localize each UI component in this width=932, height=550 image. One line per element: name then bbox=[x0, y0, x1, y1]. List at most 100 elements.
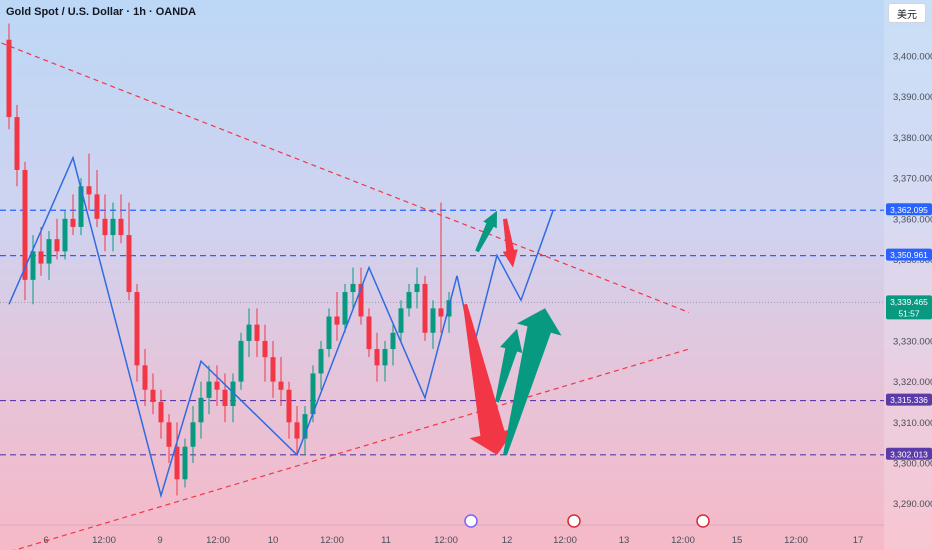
trendline[interactable] bbox=[0, 348, 690, 550]
us-flag-icon[interactable] bbox=[567, 514, 581, 528]
candle-body bbox=[118, 218, 124, 236]
price-label: 3,315.336 bbox=[890, 395, 928, 405]
candle-body bbox=[222, 389, 228, 407]
candle-body bbox=[54, 239, 60, 252]
price-label-box bbox=[886, 248, 932, 261]
candle-body bbox=[262, 340, 268, 358]
arrow-down-marker[interactable] bbox=[463, 303, 516, 455]
candle-body bbox=[30, 251, 36, 280]
candle-body bbox=[286, 389, 292, 423]
candle-body bbox=[278, 381, 284, 390]
x-tick-label: 12:00 bbox=[92, 535, 116, 546]
candle-body bbox=[6, 39, 12, 118]
chart-title: Gold Spot / U.S. Dollar · 1h · OANDA bbox=[6, 6, 197, 18]
candle-body bbox=[142, 365, 148, 390]
arrow-up-marker[interactable] bbox=[495, 328, 523, 403]
candle-body bbox=[254, 324, 260, 341]
x-tick-label: 12:00 bbox=[434, 535, 458, 546]
candle-body bbox=[430, 308, 436, 333]
price-label-box bbox=[886, 393, 932, 406]
candle-body bbox=[206, 381, 212, 398]
y-tick-label: 3,400.000 bbox=[893, 52, 932, 63]
candle-body bbox=[174, 446, 180, 480]
candle-body bbox=[350, 283, 356, 293]
x-tick-label: 17 bbox=[853, 535, 864, 546]
price-label: 3,339.465 bbox=[890, 297, 928, 307]
y-tick-label: 3,360.000 bbox=[893, 214, 932, 225]
y-tick-label: 3,370.000 bbox=[893, 174, 932, 185]
candle-body bbox=[406, 292, 412, 309]
x-tick-label: 12:00 bbox=[553, 535, 577, 546]
x-tick-label: 15 bbox=[732, 535, 743, 546]
price-label-box bbox=[886, 295, 932, 320]
candle-body bbox=[310, 373, 316, 415]
candle-body bbox=[110, 218, 116, 236]
trendline[interactable] bbox=[0, 40, 690, 313]
candle-body bbox=[134, 292, 140, 366]
candle-body bbox=[238, 340, 244, 382]
countdown-label: 51:57 bbox=[898, 308, 920, 318]
candle-body bbox=[294, 422, 300, 439]
candle-body bbox=[342, 292, 348, 325]
candle-body bbox=[158, 401, 164, 423]
candle-body bbox=[334, 316, 340, 325]
y-tick-label: 3,380.000 bbox=[893, 133, 932, 144]
y-tick-label: 3,330.000 bbox=[893, 336, 932, 347]
price-label: 3,350.961 bbox=[890, 250, 928, 260]
us-flag-icon[interactable] bbox=[696, 514, 710, 528]
arrow-up-marker[interactable] bbox=[475, 210, 497, 253]
y-tick-label: 3,320.000 bbox=[893, 377, 932, 388]
candle-body bbox=[318, 349, 324, 374]
x-tick-label: 12 bbox=[502, 535, 513, 546]
candle-body bbox=[198, 397, 204, 423]
currency-button[interactable]: 美元 bbox=[888, 3, 926, 23]
x-tick-label: 12:00 bbox=[320, 535, 344, 546]
candle-body bbox=[374, 349, 380, 366]
candle-body bbox=[86, 186, 92, 195]
candle-body bbox=[302, 414, 308, 439]
x-tick-label: 9 bbox=[157, 535, 162, 546]
candle-body bbox=[102, 218, 108, 236]
x-tick-label: 12:00 bbox=[206, 535, 230, 546]
lightning-icon[interactable] bbox=[464, 514, 478, 528]
y-tick-label: 3,310.000 bbox=[893, 418, 932, 429]
candle-body bbox=[398, 308, 404, 333]
x-tick-label: 12:00 bbox=[671, 535, 695, 546]
candle-body bbox=[270, 357, 276, 382]
candle-body bbox=[366, 316, 372, 350]
arrow-down-marker[interactable] bbox=[502, 218, 518, 268]
x-tick-label: 12:00 bbox=[784, 535, 808, 546]
y-tick-label: 3,390.000 bbox=[893, 92, 932, 103]
y-tick-label: 3,290.000 bbox=[893, 499, 932, 510]
candle-body bbox=[214, 381, 220, 390]
x-tick-label: 13 bbox=[619, 535, 630, 546]
candle-body bbox=[62, 218, 68, 252]
candle-body bbox=[150, 389, 156, 402]
candle-body bbox=[422, 283, 428, 333]
candle-body bbox=[126, 235, 132, 293]
candle-body bbox=[78, 186, 84, 227]
y-tick-label: 3,300.000 bbox=[893, 459, 932, 470]
candle-body bbox=[190, 422, 196, 447]
arrow-up-marker[interactable] bbox=[503, 308, 562, 456]
candle-body bbox=[22, 169, 28, 280]
candle-body bbox=[246, 324, 252, 341]
candle-body bbox=[182, 446, 188, 480]
price-label: 3,362.095 bbox=[890, 205, 928, 215]
candle-body bbox=[382, 349, 388, 366]
candle-body bbox=[390, 332, 396, 350]
candle-body bbox=[414, 283, 420, 293]
candle-body bbox=[46, 239, 52, 264]
candle-body bbox=[38, 251, 44, 264]
candle-body bbox=[230, 381, 236, 407]
price-label-box bbox=[886, 447, 932, 460]
x-tick-label: 11 bbox=[381, 535, 391, 546]
candle-body bbox=[14, 117, 20, 170]
candle-body bbox=[358, 283, 364, 317]
candle-body bbox=[166, 422, 172, 447]
price-label: 3,302.013 bbox=[890, 449, 928, 459]
zigzag-line[interactable] bbox=[8, 155, 554, 499]
candle-body bbox=[70, 218, 76, 227]
